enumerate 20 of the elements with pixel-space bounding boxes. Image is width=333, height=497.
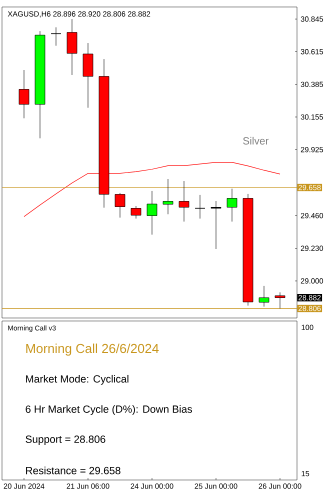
candlestick	[274, 292, 286, 309]
text: Market Mode: Cyclical	[26, 374, 128, 385]
candlestick	[194, 194, 206, 219]
candlestick	[226, 188, 238, 222]
text: Support = 28.806	[26, 436, 106, 445]
text: Resistance = 29.658	[26, 466, 120, 474]
candlestick	[258, 286, 270, 307]
candlestick	[210, 200, 222, 250]
candlestick	[146, 190, 158, 235]
candlestick	[162, 178, 174, 214]
candlestick	[50, 27, 62, 46]
candlestick	[66, 18, 78, 76]
candlestick	[82, 42, 94, 108]
candlestick	[18, 70, 30, 119]
candlestick	[114, 192, 126, 218]
candlestick	[178, 180, 190, 222]
text: 6 Hr Market Cycle (D%): Down Bias	[26, 405, 192, 415]
candlestick	[130, 206, 142, 219]
annotation: Silver	[243, 136, 269, 145]
text: Morning Call 26/6/2024	[26, 344, 159, 356]
